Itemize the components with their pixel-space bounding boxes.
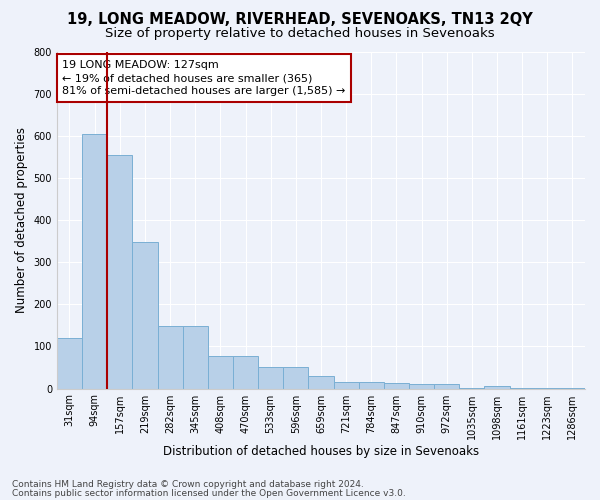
Y-axis label: Number of detached properties: Number of detached properties [15,127,28,313]
Text: 19, LONG MEADOW, RIVERHEAD, SEVENOAKS, TN13 2QY: 19, LONG MEADOW, RIVERHEAD, SEVENOAKS, T… [67,12,533,28]
Bar [434,384,459,388]
Bar [334,382,359,388]
Text: Contains HM Land Registry data © Crown copyright and database right 2024.: Contains HM Land Registry data © Crown c… [12,480,364,489]
Bar [233,356,258,388]
Text: 19 LONG MEADOW: 127sqm
← 19% of detached houses are smaller (365)
81% of semi-de: 19 LONG MEADOW: 127sqm ← 19% of detached… [62,60,346,96]
Text: Contains public sector information licensed under the Open Government Licence v3: Contains public sector information licen… [12,489,406,498]
Bar [258,366,283,388]
Bar [308,376,334,388]
Bar [107,154,133,388]
Bar [158,326,182,388]
Bar [208,356,233,388]
Text: Size of property relative to detached houses in Sevenoaks: Size of property relative to detached ho… [105,28,495,40]
X-axis label: Distribution of detached houses by size in Sevenoaks: Distribution of detached houses by size … [163,444,479,458]
Bar [409,384,434,388]
Bar [182,326,208,388]
Bar [82,134,107,388]
Bar [283,366,308,388]
Bar [384,383,409,388]
Bar [484,386,509,388]
Bar [359,382,384,388]
Bar [133,242,158,388]
Bar [57,338,82,388]
